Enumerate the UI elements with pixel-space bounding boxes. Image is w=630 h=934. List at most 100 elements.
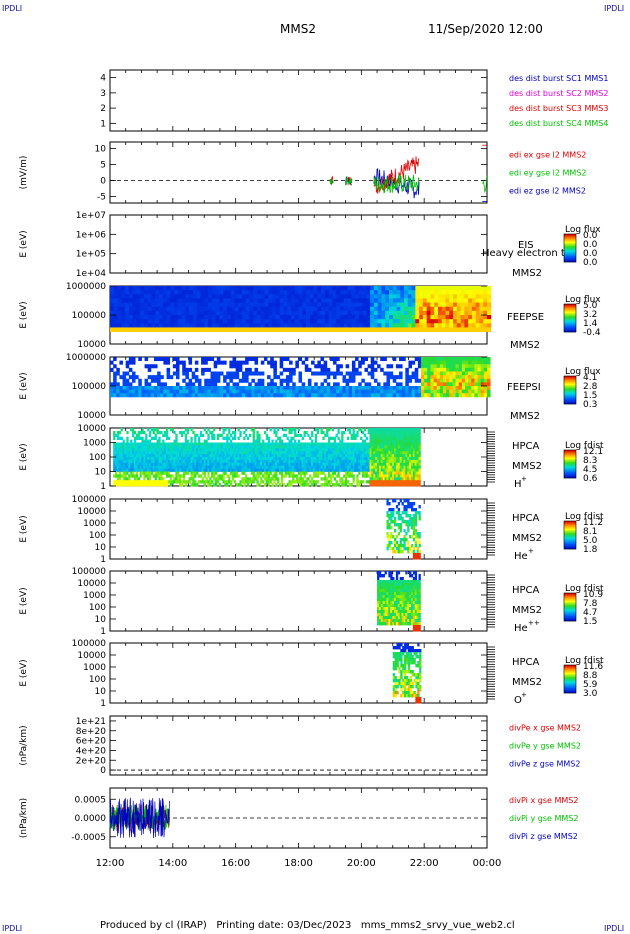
heat-cell: [186, 462, 189, 467]
heat-cell: [135, 448, 139, 452]
heat-cell: [355, 290, 360, 295]
heat-cell: [346, 468, 350, 472]
heat-cell: [128, 306, 134, 312]
heat-cell: [298, 294, 303, 299]
heat-cell: [118, 480, 122, 484]
heat-cell: [148, 442, 152, 446]
heat-cell: [401, 477, 404, 481]
heat-cell: [366, 323, 371, 328]
heat-cell: [154, 454, 157, 458]
heat-cell: [343, 480, 346, 484]
heat-cell: [131, 459, 135, 464]
heat-cell: [162, 480, 165, 484]
heat-cell: [301, 382, 306, 387]
heat-cell: [268, 306, 273, 312]
heat-cell: [453, 310, 458, 316]
heat-cell: [367, 451, 370, 455]
heat-cell: [170, 302, 175, 308]
heat-cell: [298, 298, 303, 303]
heat-cell: [110, 315, 115, 320]
heat-cell: [283, 323, 288, 328]
heat-cell: [427, 389, 431, 394]
heat-cell: [363, 433, 367, 438]
heat-cell: [380, 386, 384, 391]
heat-cell: [143, 290, 149, 295]
heat-cell: [292, 386, 296, 391]
heat-cell: [452, 389, 456, 394]
heat-cell: [194, 442, 197, 446]
heat-cell: [197, 457, 201, 461]
colorbar-step: [564, 257, 576, 259]
colorbar-step: [564, 252, 576, 254]
heat-cell: [150, 364, 155, 369]
heat-cell: [218, 445, 221, 449]
colorbar-step: [564, 261, 576, 263]
heat-cell: [264, 310, 269, 316]
y-tick-label: -5: [97, 193, 106, 203]
heat-cell: [332, 315, 337, 320]
heat-cell: [354, 457, 357, 461]
heat-cell: [262, 439, 265, 443]
heat-cell: [160, 445, 163, 449]
heat-cell: [397, 459, 401, 464]
heat-cell: [272, 290, 277, 295]
heat-cell: [378, 439, 382, 443]
heat-cell: [370, 389, 375, 394]
heat-cell: [258, 445, 261, 449]
heat-cell: [135, 436, 139, 440]
heat-cell: [446, 386, 450, 391]
heat-cell: [341, 430, 344, 435]
heat-cell: [343, 442, 346, 446]
heat-cell: [443, 367, 447, 372]
heat-cell: [367, 457, 370, 461]
heat-cell: [417, 378, 422, 383]
heat-cell: [382, 433, 385, 438]
heat-cell: [405, 445, 408, 449]
heat-cell: [158, 471, 161, 475]
heat-cell: [164, 480, 167, 484]
heat-cell: [479, 286, 484, 291]
heat-cell: [411, 298, 416, 303]
heat-cell: [401, 442, 404, 446]
heat-cell: [128, 459, 131, 464]
heat-cell: [220, 457, 223, 461]
heat-cell: [256, 477, 259, 481]
heat-cell: [273, 428, 276, 432]
heat-cell: [192, 294, 198, 299]
heat-cell: [245, 442, 248, 446]
heat-cell: [185, 327, 190, 332]
heat-cell: [235, 457, 238, 461]
heat-cell: [126, 454, 129, 458]
heat-cell: [343, 294, 348, 299]
heat-cell: [335, 465, 338, 469]
heat-cell: [394, 430, 397, 435]
heat-cell: [256, 480, 259, 484]
heat-cell: [135, 457, 139, 461]
heat-cell: [254, 451, 257, 455]
heat-cell: [358, 459, 361, 464]
heat-cell: [322, 462, 325, 467]
heat-cell: [487, 323, 492, 328]
heat-cell: [306, 306, 311, 312]
heat-cell: [314, 448, 318, 452]
heat-cell: [204, 306, 209, 312]
heat-cell: [345, 393, 350, 398]
heat-cell: [165, 474, 169, 478]
heat-cell: [218, 457, 221, 461]
heat-cell: [388, 471, 391, 475]
heat-cell: [313, 294, 318, 299]
heat-cell: [263, 477, 267, 481]
heat-cell: [452, 364, 456, 369]
heat-cell: [312, 457, 316, 461]
heat-cell: [241, 442, 244, 446]
heat-cell: [309, 451, 312, 455]
heat-cell: [322, 436, 325, 440]
heat-cell: [303, 430, 306, 435]
heat-cell: [301, 454, 304, 458]
heat-cell: [333, 371, 337, 376]
heat-cell: [156, 439, 159, 443]
heat-cell: [258, 433, 261, 438]
colorbar-step: [564, 245, 576, 247]
heat-cell: [390, 439, 393, 443]
heat-cell: [130, 457, 133, 461]
